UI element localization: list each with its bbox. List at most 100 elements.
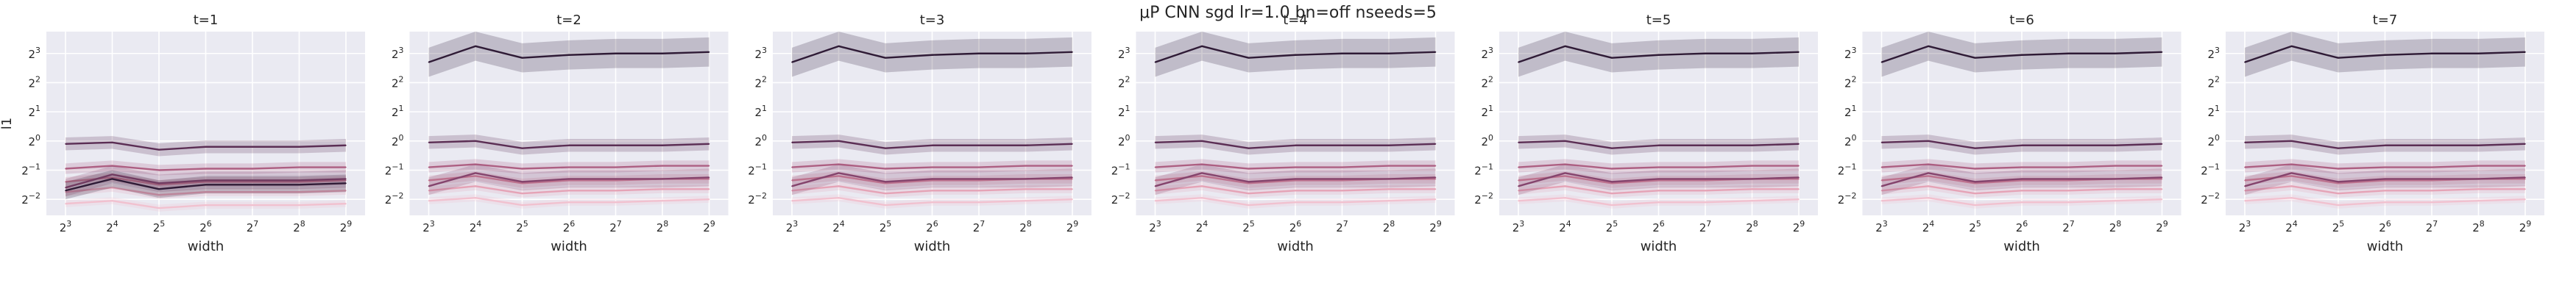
data-point — [1974, 147, 1976, 149]
data-point — [2384, 178, 2386, 180]
data-point — [428, 166, 430, 168]
data-point — [978, 178, 980, 180]
x-tick-label: 29 — [1793, 219, 1805, 234]
y-tick-label: 21 — [754, 104, 767, 119]
data-point — [2115, 165, 2116, 167]
data-point — [1928, 163, 1929, 165]
data-point — [2290, 172, 2293, 174]
data-point — [1798, 176, 1800, 179]
data-point — [521, 204, 523, 206]
data-point — [1025, 178, 1027, 180]
x-tick-label: 28 — [1746, 219, 1758, 234]
data-point — [568, 166, 570, 168]
y-tick-label: 2−2 — [748, 191, 767, 207]
data-point — [1201, 185, 1203, 187]
data-point — [1072, 51, 1073, 53]
data-point — [1705, 201, 1706, 203]
data-point — [2244, 200, 2246, 201]
data-point — [521, 57, 523, 59]
data-point — [158, 194, 160, 196]
data-point — [791, 141, 793, 143]
y-tick-label: 21 — [392, 104, 404, 119]
data-point — [2244, 61, 2246, 63]
data-point — [2067, 190, 2070, 192]
data-point — [1295, 179, 1296, 182]
data-point — [2431, 144, 2432, 146]
y-tick-label: 23 — [28, 46, 40, 61]
data-point — [205, 184, 207, 186]
data-point — [1518, 179, 1519, 182]
y-tick-label: 21 — [2207, 104, 2220, 119]
data-point — [2244, 190, 2246, 192]
data-point — [1928, 175, 1929, 177]
data-point — [1072, 165, 1073, 167]
x-tick-label: 25 — [1969, 219, 1981, 234]
data-point — [1611, 204, 1613, 206]
data-point — [475, 172, 476, 174]
x-tick-label: 23 — [1875, 219, 1888, 234]
data-point — [2524, 198, 2526, 200]
data-point — [2021, 54, 2023, 56]
data-point — [978, 179, 980, 182]
data-point — [1564, 172, 1566, 174]
data-point — [1295, 54, 1296, 56]
x-tick-label: 26 — [199, 219, 212, 234]
x-axis-label: width — [1277, 239, 1314, 254]
data-point — [298, 204, 300, 206]
data-point — [205, 168, 207, 170]
data-point — [2067, 144, 2070, 146]
data-point — [205, 204, 207, 206]
x-tick-label: 27 — [247, 219, 259, 234]
data-point — [345, 178, 347, 180]
chart-panel: t=5 23 24 25 26 27 28 29 23 22 21 20 2−1 2−2 width — [1474, 12, 1818, 254]
data-point — [1880, 141, 1883, 143]
x-tick-label: 25 — [2332, 219, 2345, 234]
x-axis-label: width — [1641, 239, 1677, 254]
x-tick-label: 27 — [2062, 219, 2075, 234]
data-point — [111, 176, 113, 179]
data-point — [1388, 52, 1390, 54]
x-tick-label: 24 — [832, 219, 845, 234]
data-point — [791, 61, 793, 63]
data-point — [252, 191, 253, 193]
data-point — [2384, 144, 2386, 146]
data-point — [521, 193, 523, 195]
data-point — [662, 188, 663, 190]
data-point — [791, 185, 793, 187]
data-point — [1388, 200, 1390, 201]
y-tick-label: 23 — [1844, 46, 1857, 61]
data-point — [252, 179, 253, 182]
x-tick-label: 27 — [609, 219, 622, 234]
data-point — [978, 201, 980, 203]
data-point — [885, 204, 886, 206]
data-point — [1341, 190, 1343, 192]
y-axis-label: l1 — [0, 118, 15, 129]
data-point — [252, 184, 253, 186]
data-point — [158, 184, 160, 186]
x-tick-label: 23 — [786, 219, 799, 234]
x-tick-label: 24 — [1559, 219, 1571, 234]
x-tick-label: 24 — [1922, 219, 1935, 234]
data-point — [931, 190, 933, 192]
data-point — [1928, 185, 1929, 187]
data-point — [2290, 140, 2293, 142]
y-tick-label: 20 — [1481, 133, 1493, 148]
data-point — [1564, 175, 1566, 177]
data-point — [2067, 166, 2070, 168]
data-point — [1434, 198, 1437, 200]
data-point — [2161, 165, 2163, 167]
x-tick-label: 26 — [926, 219, 938, 234]
data-point — [615, 179, 617, 182]
data-point — [838, 46, 840, 47]
data-point — [2384, 179, 2386, 182]
data-point — [158, 188, 160, 190]
data-point — [345, 190, 347, 192]
data-point — [662, 200, 663, 201]
data-point — [1974, 168, 1976, 170]
data-point — [252, 181, 253, 183]
data-point — [1341, 201, 1343, 203]
data-point — [2338, 182, 2339, 184]
panel-title: t=7 — [2373, 12, 2398, 28]
panel-title: t=4 — [1283, 12, 1308, 28]
data-point — [1611, 182, 1613, 184]
